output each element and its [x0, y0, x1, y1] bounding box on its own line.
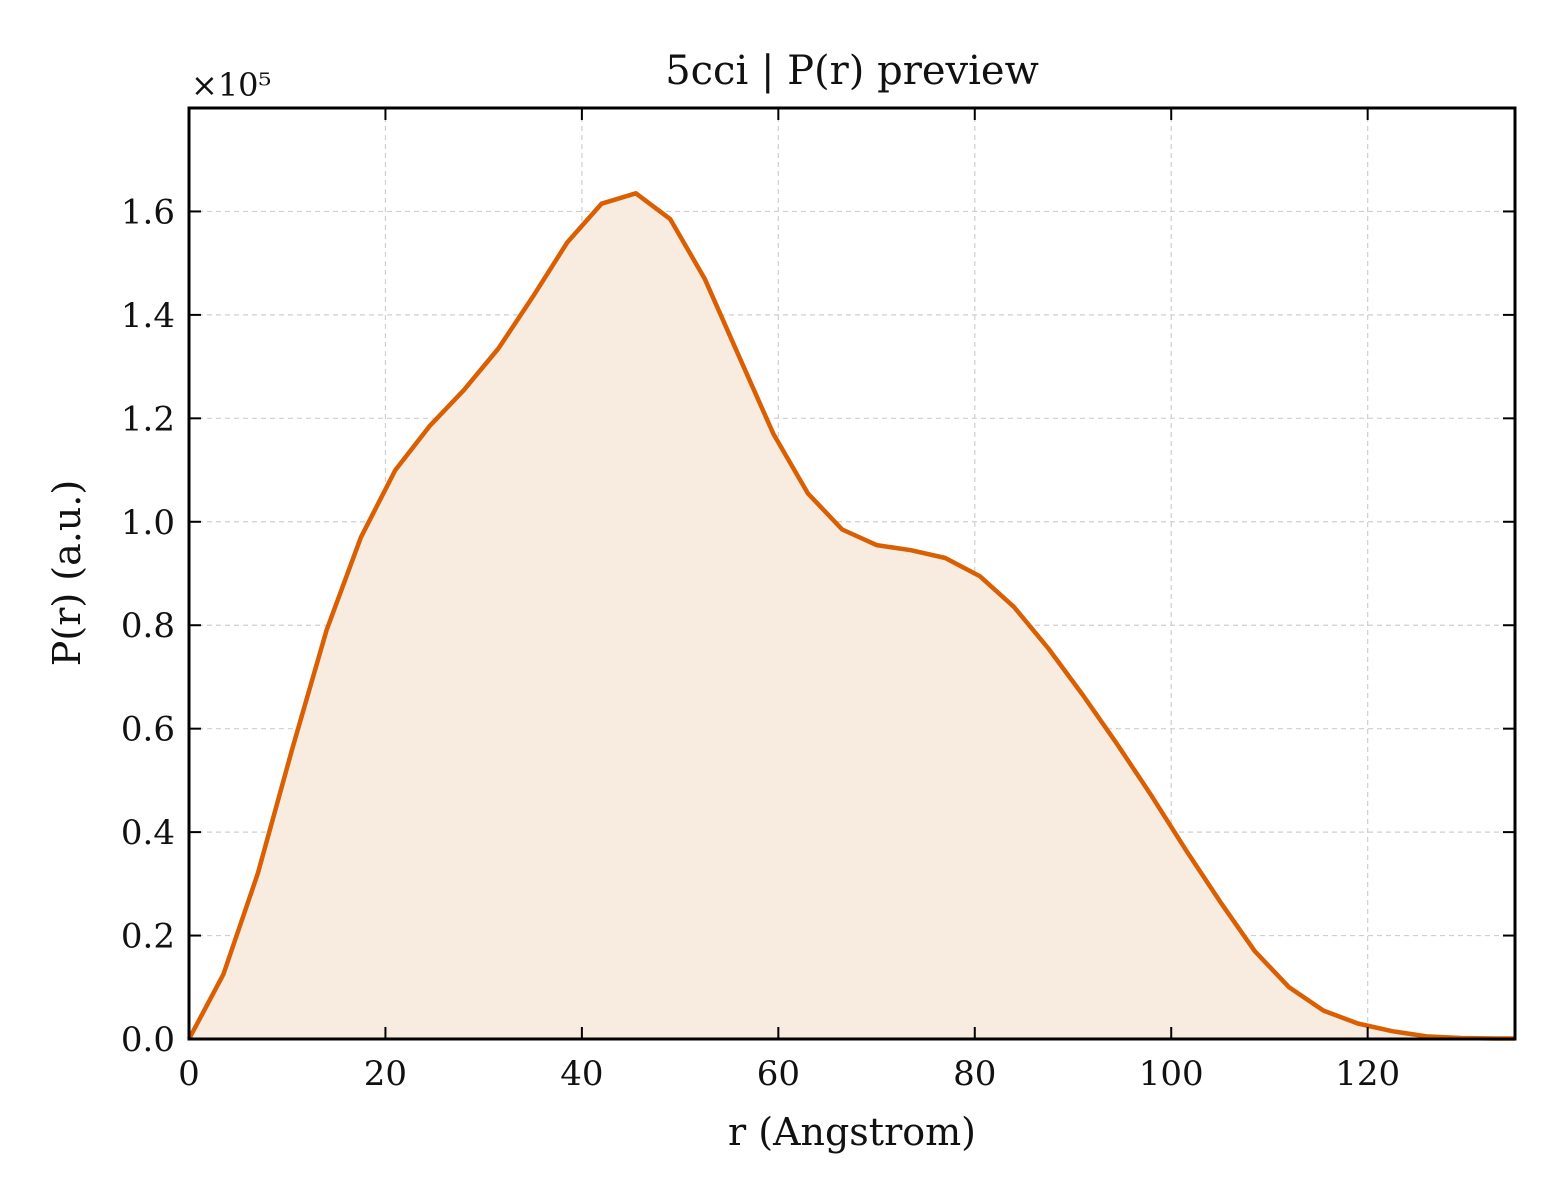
y-tick-label: 0.0 — [121, 1020, 175, 1060]
pr-curve-line — [187, 191, 1515, 1041]
plot-frame — [187, 106, 1517, 1041]
x-tick-label: 120 — [1335, 1054, 1400, 1094]
y-axis-scale-label: ×10⁵ — [191, 66, 271, 104]
y-tick-label: 1.4 — [121, 296, 175, 336]
x-tick-label: 80 — [953, 1054, 996, 1094]
x-tick-label: 20 — [364, 1054, 407, 1094]
y-tick-label: 0.4 — [121, 813, 175, 853]
x-tick-label: 0 — [178, 1054, 200, 1094]
y-tick-label: 0.6 — [121, 710, 175, 750]
y-tick-label: 1.2 — [121, 399, 175, 439]
y-tick-label: 1.6 — [121, 192, 175, 232]
chart-title: 5cci | P(r) preview — [665, 48, 1039, 94]
axis-ticks: 0 20 40 60 80 100 120 0.0 0.2 0.4 0.6 0.8 1.0 1.2 1.4 1… — [121, 108, 1515, 1094]
x-tick-label: 40 — [560, 1054, 603, 1094]
y-tick-label: 0.8 — [121, 606, 175, 646]
y-axis-label: P(r) (a.u.) — [45, 480, 89, 666]
y-tick-label: 0.2 — [121, 917, 175, 957]
data-layer — [187, 191, 1515, 1041]
x-tick-label: 100 — [1139, 1054, 1204, 1094]
y-tick-label: 1.0 — [121, 503, 175, 543]
x-axis-label: r (Angstrom) — [728, 1110, 976, 1154]
x-tick-label: 60 — [757, 1054, 800, 1094]
pr-area-fill — [189, 193, 1515, 1040]
